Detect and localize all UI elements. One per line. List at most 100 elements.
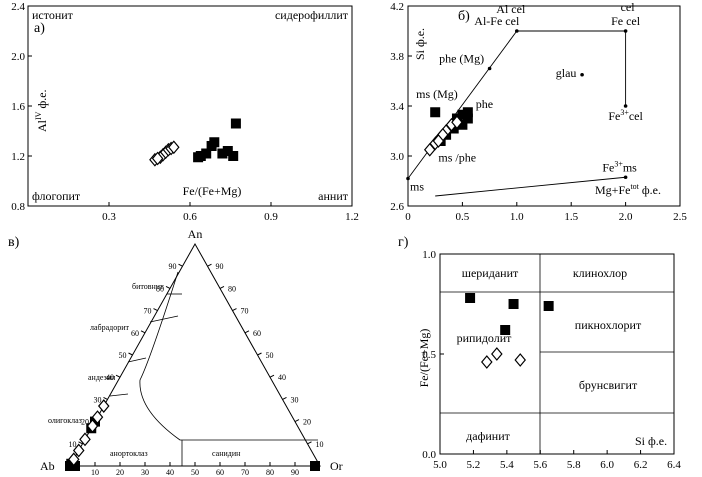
panel-b-ylabel: Si ф.е. <box>413 28 427 60</box>
reference-point <box>623 175 628 180</box>
corner-bottom-left: флогопит <box>32 189 81 203</box>
field-andesine: андезин <box>88 373 116 382</box>
panel-c-label: в) <box>8 235 20 250</box>
reference-point <box>406 176 410 181</box>
field-clinochlore: клинохлор <box>573 266 627 280</box>
ternary-tick-left <box>153 308 158 312</box>
reference-label: cel <box>621 0 636 14</box>
panel-b-point <box>430 107 441 118</box>
panel-d-point <box>481 355 493 369</box>
field-ripidolite: рипидолит <box>457 331 513 345</box>
ternary-tick-label-right: 90 <box>216 262 224 271</box>
reference-label: glau <box>556 66 577 80</box>
field-sheridanite: шериданит <box>462 266 519 280</box>
ternary-tick-right <box>232 308 237 312</box>
panel-c-point <box>72 443 85 458</box>
panel-a: 0.3 0.6 0.9 1.2 0.8 1.2 1.6 2.0 2.4 а) истонит с… <box>11 1 359 223</box>
reference-point <box>623 29 628 33</box>
panel-a-point <box>209 137 220 148</box>
reference-label: ms (Mg) <box>416 87 458 101</box>
panel-a-ytick-label: 1.6 <box>11 101 25 113</box>
panel-a-xlabel: Fe/(Fe+Mg) <box>183 184 242 198</box>
ternary-triangle <box>69 242 321 467</box>
ternary-tick-left <box>178 263 183 267</box>
ternary-tick-right <box>207 263 212 267</box>
ternary-tick-left <box>128 352 133 356</box>
ternary-tick-label-left: 50 <box>119 351 127 360</box>
panel-d-xtick-label: 6.4 <box>667 459 681 471</box>
corner-top-right: сидерофиллит <box>275 8 349 22</box>
panel-c-point <box>97 399 110 413</box>
panel-a-xtick-label: 0.6 <box>183 211 197 223</box>
reference-label: ms /phe <box>438 151 476 165</box>
panel-d-ylabel: Fe/(Fe+Mg) <box>417 329 431 388</box>
panel-d-point <box>508 299 519 309</box>
ternary-tick-label-left: 20 <box>81 418 89 427</box>
reference-label: phe (Mg) <box>439 52 484 66</box>
panel-b-point <box>462 107 473 118</box>
ternary-tick-label-left: 70 <box>144 307 152 316</box>
panel-b-frame <box>407 5 681 207</box>
ternary-tick-right <box>219 285 225 289</box>
panel-b-reference-lines <box>407 30 627 197</box>
ternary-tick-label-left: 80 <box>156 284 164 293</box>
field-anorthoclase: анортоклаз <box>110 449 148 458</box>
panel-d-point <box>465 293 476 303</box>
field-oligoclase: олигоклаз <box>48 416 82 425</box>
ternary-tick-label-left: 90 <box>169 262 177 271</box>
panel-c-point <box>90 416 100 427</box>
panel-d-point <box>514 353 527 367</box>
panel-a-point <box>151 151 164 166</box>
line-ms-alcel <box>407 30 518 179</box>
ternary-tick-left <box>165 285 171 289</box>
panel-d-point <box>543 301 554 311</box>
reference-label: Fe cel <box>611 14 641 28</box>
ternary-tick-label-left: 40 <box>106 373 114 382</box>
panel-a-ylabel: AlIV ф.е. <box>34 89 49 132</box>
panel-b-ytick-label: 4.2 <box>390 1 404 13</box>
panel-a-point <box>168 140 180 155</box>
ternary-tick-right <box>244 330 250 334</box>
field-sanidine: санидин <box>212 449 241 458</box>
panel-a-ytick-label: 2.0 <box>11 51 25 63</box>
ternary-tick-label-left: 60 <box>131 329 139 338</box>
field-line-andesine <box>127 357 147 363</box>
panel-c-point <box>310 461 320 471</box>
panel-d-frame <box>439 253 675 455</box>
panel-a-point <box>222 146 233 156</box>
ternary-tick-label-bottom: 40 <box>166 468 174 477</box>
field-labradorite: лабрадорит <box>90 323 130 332</box>
ternary-tick-left <box>115 374 121 378</box>
reference-label: Al-Fe cel <box>474 14 520 28</box>
corner-top-left: истонит <box>32 8 74 22</box>
ternary-tick-label-bottom: 70 <box>241 468 249 477</box>
panel-c-point <box>91 410 104 425</box>
ternary-tick-label-bottom: 10 <box>91 468 99 477</box>
panel-b-ytick-label: 3.8 <box>390 51 404 63</box>
ternary-tick-right <box>294 419 300 423</box>
panel-d-xtick-label: 5.6 <box>533 459 547 471</box>
panel-a-point <box>230 118 241 129</box>
ternary-tick-label-bottom: 90 <box>291 468 299 477</box>
panel-a-xtick-label: 0.3 <box>102 211 116 223</box>
reference-point <box>515 29 519 33</box>
ternary-tick-left <box>103 396 108 400</box>
apex-an: An <box>188 227 203 241</box>
panel-b-point <box>432 134 445 148</box>
panel-d-ytick-label: 0.5 <box>422 349 436 361</box>
reference-point <box>580 72 584 77</box>
ternary-tick-label-right: 40 <box>278 373 286 382</box>
panel-c-point <box>86 419 99 433</box>
panel-a-frame <box>27 5 353 207</box>
panel-c: в) An Ab Or битовнит лабрадорит андезин … <box>8 227 343 477</box>
panel-a-ytick-label: 0.8 <box>11 201 25 213</box>
panel-d-xtick-label: 6.2 <box>634 459 648 471</box>
line-fe3ms <box>435 176 626 197</box>
ternary-tick-label-right: 80 <box>228 284 236 293</box>
panel-b-ytick-label: 3.0 <box>390 151 404 163</box>
panel-d-xtick-label: 6.0 <box>600 459 614 471</box>
apex-ab: Ab <box>40 459 55 473</box>
panel-a-point <box>228 151 239 161</box>
panel-b-point <box>462 113 473 124</box>
ternary-tick-label-right: 10 <box>316 440 324 449</box>
